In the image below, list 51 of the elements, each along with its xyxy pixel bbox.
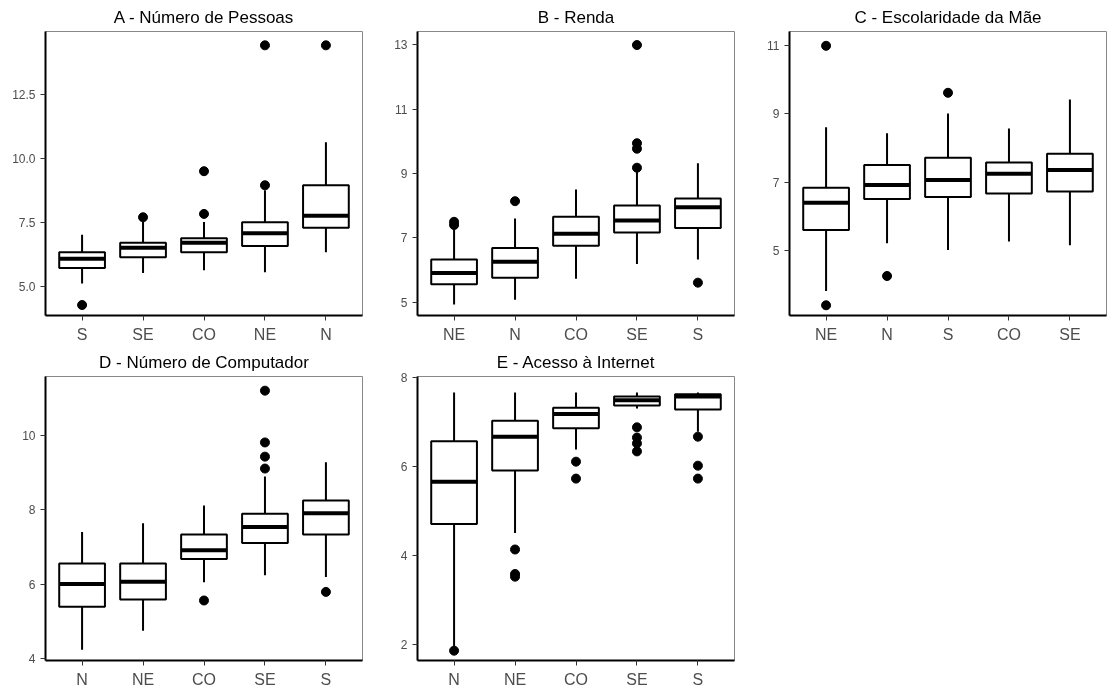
y-tick-label: 8	[28, 503, 36, 518]
x-tick-label: S	[320, 670, 332, 688]
x-tick-label: N	[320, 325, 332, 343]
y-tick-label: 4	[400, 549, 408, 564]
y-tick-label: 9	[400, 167, 408, 181]
x-tick-label: NE	[442, 325, 466, 343]
y-tick-label: 7.5	[18, 215, 36, 230]
x-tick-label: NE	[131, 670, 155, 688]
x-tick-label: SE	[132, 325, 154, 343]
x-tick-label: SE	[626, 325, 648, 343]
y-tick-label: 8	[400, 370, 408, 385]
y-tick-label: 10	[22, 428, 36, 443]
x-tick-label: CO	[192, 670, 216, 688]
y-tick-label: 13	[394, 38, 408, 53]
x-tick-label: N	[76, 670, 88, 688]
x-tick-label: S	[76, 325, 88, 343]
y-tick-label: 5	[772, 243, 780, 258]
chart-title: A - Número de Pessoas	[113, 7, 294, 27]
x-tick-label: S	[692, 325, 704, 343]
x-tick-label: N	[881, 325, 893, 343]
x-tick-label: S	[942, 325, 954, 343]
y-tick-label: 5	[400, 295, 408, 310]
y-tick-label: 6	[400, 460, 408, 475]
x-tick-label: NE	[814, 325, 838, 343]
chart-title: B - Renda	[537, 7, 615, 27]
y-tick-label: 9	[772, 107, 780, 122]
y-tick-label: 5.0	[18, 279, 36, 294]
x-tick-label: SE	[626, 670, 648, 688]
x-tick-label: NE	[503, 670, 527, 688]
x-tick-label: N	[509, 325, 521, 343]
chart-title: E - Acesso à Internet	[496, 352, 655, 372]
y-tick-label: 12.5	[12, 87, 36, 102]
x-tick-label: CO	[192, 325, 216, 343]
y-tick-label: 6	[28, 577, 36, 592]
x-tick-label: SE	[254, 670, 276, 688]
x-tick-label: CO	[564, 325, 588, 343]
chart-title: C - Escolaridade da Mãe	[854, 7, 1042, 27]
x-tick-label: SE	[1059, 325, 1081, 343]
y-tick-label: 7	[772, 175, 780, 190]
y-tick-label: 2	[400, 638, 408, 653]
x-tick-label: CO	[564, 670, 588, 688]
x-tick-label: CO	[996, 325, 1021, 343]
y-tick-label: 10.0	[12, 151, 36, 166]
x-tick-label: S	[692, 670, 704, 688]
y-tick-label: 11	[395, 102, 408, 117]
y-tick-label: 7	[400, 231, 408, 246]
chart-title: D - Número de Computador	[99, 352, 310, 372]
x-tick-label: N	[448, 670, 460, 688]
y-tick-label: 4	[28, 652, 36, 667]
y-tick-label: 11	[767, 39, 780, 54]
x-tick-label: NE	[253, 325, 277, 343]
